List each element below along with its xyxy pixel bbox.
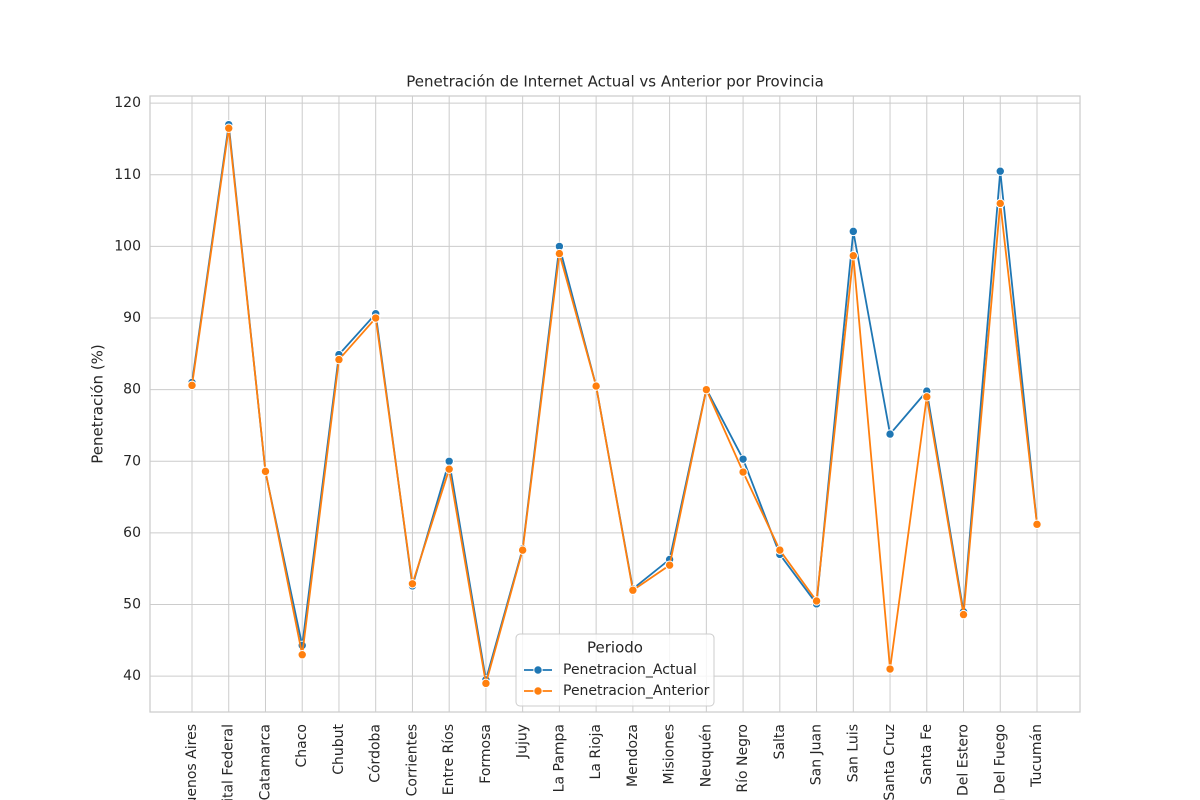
data-point bbox=[848, 226, 859, 237]
x-tick-label: Buenos Aires bbox=[184, 724, 200, 800]
x-tick-label: La Pampa bbox=[551, 724, 567, 792]
data-point bbox=[628, 585, 638, 595]
x-tick-label: Tierra Del Fuego bbox=[992, 724, 1008, 800]
x-tick-label: Corrientes bbox=[404, 724, 420, 796]
data-point bbox=[591, 381, 601, 391]
data-point bbox=[187, 380, 197, 391]
data-point bbox=[444, 456, 454, 467]
x-tick-label: San Juan bbox=[809, 724, 825, 785]
y-axis-label: Penetración (%) bbox=[89, 344, 107, 464]
x-tick-label: Neuquén bbox=[698, 724, 714, 787]
x-tick-label: Santiago Del Estero bbox=[956, 724, 972, 800]
x-tick-label: Capital Federal bbox=[221, 724, 237, 800]
data-point bbox=[260, 466, 271, 477]
data-point bbox=[517, 545, 528, 555]
data-point bbox=[738, 454, 748, 464]
series-line bbox=[191, 128, 1038, 684]
x-tick-label: Salta bbox=[772, 724, 788, 759]
x-tick-label: Mendoza bbox=[625, 724, 641, 787]
x-tick-label: Chubut bbox=[331, 724, 347, 775]
y-tick-label: 40 bbox=[123, 668, 141, 684]
legend-label: Penetracion_Actual bbox=[563, 662, 697, 678]
data-point bbox=[848, 251, 859, 261]
x-tick-label: Río Negro bbox=[735, 724, 751, 793]
y-tick-label: 120 bbox=[114, 95, 141, 111]
data-point bbox=[664, 560, 675, 570]
data-point bbox=[370, 313, 381, 323]
legend-marker bbox=[533, 686, 543, 696]
chart-title: Penetración de Internet Actual vs Anteri… bbox=[406, 73, 824, 91]
x-tick-label: Jujuy bbox=[515, 724, 531, 759]
y-tick-label: 60 bbox=[123, 525, 141, 541]
x-tick-label: Tucumán bbox=[1029, 724, 1045, 788]
legend-box bbox=[515, 633, 715, 707]
data-point bbox=[811, 596, 822, 606]
y-tick-label: 70 bbox=[123, 453, 141, 469]
data-point bbox=[407, 579, 418, 589]
data-point bbox=[554, 248, 565, 259]
x-tick-label: Catamarca bbox=[257, 724, 273, 800]
data-point bbox=[738, 467, 748, 477]
x-tick-label: Córdoba bbox=[368, 724, 384, 783]
data-point bbox=[224, 123, 234, 133]
x-tick-label: Santa Cruz bbox=[882, 724, 898, 800]
x-tick-label: Entre Ríos bbox=[441, 724, 457, 795]
data-point bbox=[297, 649, 307, 660]
plot-frame bbox=[149, 95, 1081, 713]
data-point bbox=[481, 678, 491, 689]
legend-marker bbox=[533, 665, 543, 675]
data-point bbox=[958, 609, 969, 620]
x-tick-label: Santa Fe bbox=[919, 724, 935, 785]
data-point bbox=[334, 354, 344, 365]
data-point bbox=[885, 664, 895, 674]
data-point bbox=[1032, 519, 1042, 530]
x-tick-label: Misiones bbox=[662, 724, 678, 785]
legend-title: Periodo bbox=[587, 639, 643, 657]
data-point bbox=[444, 464, 454, 474]
x-tick-label: Formosa bbox=[478, 724, 494, 784]
x-tick-label: La Rioja bbox=[588, 724, 604, 779]
data-point bbox=[922, 392, 932, 402]
x-tick-label: Chaco bbox=[294, 724, 310, 768]
data-point bbox=[885, 429, 895, 439]
y-tick-label: 100 bbox=[114, 238, 141, 254]
legend-label: Penetracion_Anterior bbox=[563, 683, 710, 699]
y-tick-label: 110 bbox=[114, 167, 141, 183]
series-line bbox=[191, 124, 1038, 681]
y-tick-label: 90 bbox=[123, 310, 141, 326]
y-tick-label: 80 bbox=[123, 382, 141, 398]
data-point bbox=[995, 198, 1005, 209]
data-point bbox=[701, 384, 712, 395]
y-tick-label: 50 bbox=[123, 597, 141, 613]
data-point bbox=[995, 166, 1005, 176]
data-point bbox=[775, 545, 785, 555]
x-tick-label: San Luis bbox=[845, 724, 861, 782]
